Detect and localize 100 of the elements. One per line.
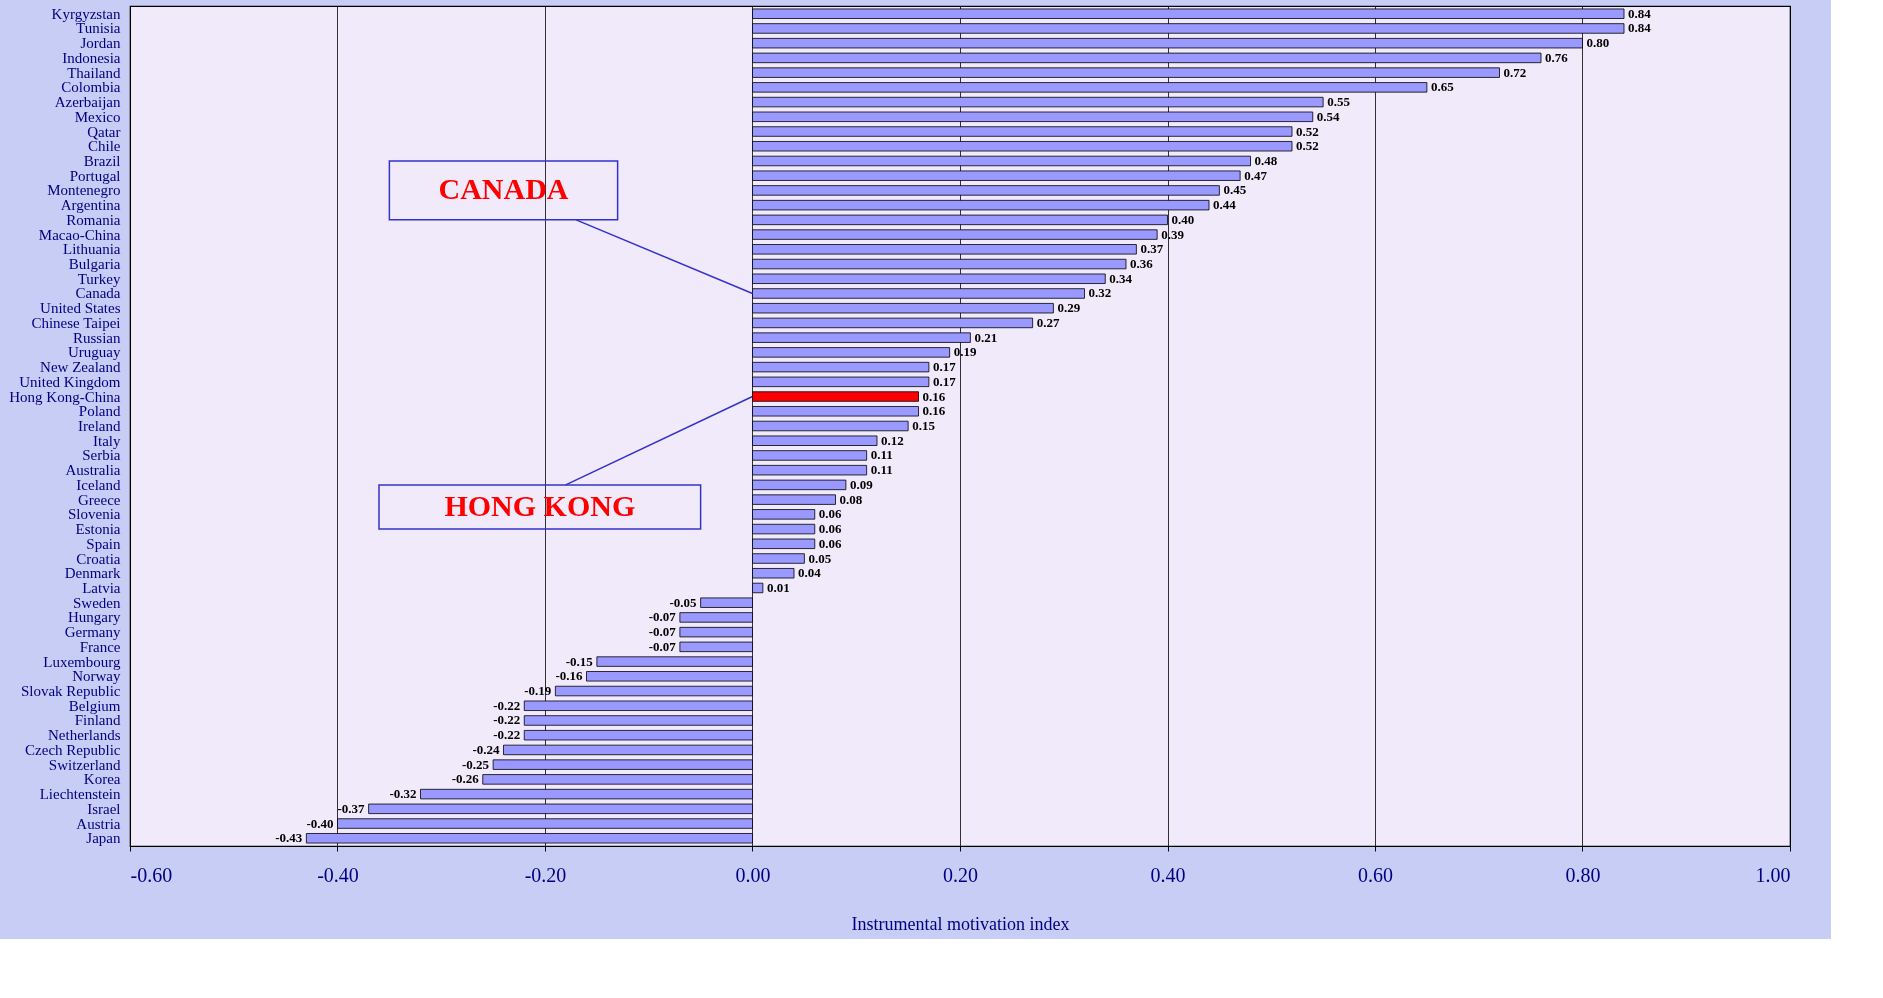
- y-tick-label: Iceland: [76, 476, 121, 493]
- x-tick-label: -0.20: [524, 863, 567, 886]
- data-label: 0.44: [1213, 197, 1237, 213]
- data-label: 0.09: [849, 476, 874, 492]
- y-tick-label: Ireland: [78, 418, 121, 434]
- data-label: -0.43: [275, 830, 303, 846]
- data-label: -0.07: [648, 624, 677, 640]
- y-tick-label: Serbia: [82, 447, 121, 464]
- y-tick-label: Colombia: [61, 79, 121, 96]
- x-tick-label: -0.40: [317, 863, 359, 886]
- y-tick-label: Jordan: [80, 35, 121, 52]
- data-label: -0.22: [493, 712, 521, 728]
- data-label: 0.21: [974, 329, 998, 345]
- data-label: 0.01: [766, 579, 790, 595]
- data-label: 0.54: [1316, 108, 1340, 124]
- y-tick-label: Thailand: [67, 64, 121, 81]
- y-tick-label: Italy: [93, 432, 121, 449]
- y-tick-label: Austria: [76, 815, 121, 832]
- data-label: -0.26: [451, 771, 480, 787]
- y-tick-label: Latvia: [82, 579, 121, 596]
- data-label: 0.17: [932, 359, 957, 375]
- y-tick-label: United Kingdom: [19, 373, 121, 390]
- y-tick-label: Argentina: [60, 197, 121, 214]
- data-label: 0.12: [881, 432, 904, 448]
- data-label: 0.11: [870, 447, 893, 463]
- data-label: -0.05: [669, 594, 698, 610]
- data-label: 0.72: [1503, 64, 1527, 80]
- y-tick-label: Luxembourg: [43, 653, 121, 670]
- data-label: 0.32: [1088, 285, 1112, 301]
- y-tick-label: Greece: [78, 491, 121, 508]
- data-label: 0.40: [1171, 211, 1195, 227]
- data-label: -0.22: [493, 727, 521, 743]
- y-tick-label: Portugal: [69, 167, 121, 184]
- x-tick-label: -0.60: [130, 863, 173, 886]
- y-tick-label: Liechtenstein: [39, 786, 121, 803]
- y-tick-label: Macao-China: [38, 226, 121, 243]
- y-tick-label: Qatar: [87, 123, 121, 140]
- data-label: 0.52: [1296, 123, 1319, 139]
- data-label: 0.06: [818, 521, 842, 537]
- y-tick-label: United States: [40, 300, 121, 317]
- data-label: 0.06: [818, 535, 842, 551]
- y-tick-label: Kyrgyzstan: [51, 5, 121, 22]
- data-label: 0.11: [870, 462, 893, 478]
- y-tick-label: Sweden: [73, 594, 121, 611]
- data-label: 0.47: [1244, 167, 1268, 183]
- data-label: 0.05: [808, 550, 832, 566]
- y-tick-label: New Zealand: [40, 359, 121, 376]
- y-tick-label: Bulgaria: [68, 256, 121, 273]
- y-tick-label: Azerbaijan: [54, 94, 121, 111]
- x-tick-label: 0.20: [943, 863, 978, 886]
- x-tick-label: 0.40: [1150, 863, 1186, 886]
- y-tick-label: Chile: [88, 138, 121, 155]
- y-tick-label: Czech Republic: [25, 741, 121, 758]
- y-tick-label: Germany: [64, 624, 121, 641]
- data-label: 0.16: [922, 403, 946, 419]
- data-label: 0.16: [922, 388, 946, 404]
- data-label: 0.37: [1140, 241, 1164, 257]
- data-label: 0.34: [1109, 270, 1133, 286]
- y-tick-label: Slovak Republic: [20, 683, 121, 700]
- data-label: -0.07: [648, 638, 677, 654]
- data-label: -0.40: [306, 815, 334, 831]
- y-tick-label: Netherlands: [48, 727, 121, 744]
- data-label: 0.48: [1254, 152, 1278, 168]
- data-label: 0.36: [1130, 256, 1154, 272]
- data-label: 0.06: [818, 506, 842, 522]
- data-label: 0.52: [1296, 138, 1319, 154]
- data-label: -0.16: [555, 668, 583, 684]
- y-tick-label: Japan: [86, 830, 121, 847]
- y-tick-label: Indonesia: [62, 49, 121, 66]
- data-label: 0.84: [1628, 20, 1652, 36]
- y-tick-label: Australia: [65, 462, 121, 479]
- data-label: -0.15: [565, 653, 594, 669]
- data-label: -0.25: [462, 756, 490, 772]
- data-label: 0.80: [1586, 35, 1610, 51]
- data-label: -0.37: [337, 800, 366, 816]
- y-tick-label: Poland: [78, 403, 121, 420]
- x-tick-label: 0.60: [1358, 863, 1393, 886]
- y-tick-label: Estonia: [75, 521, 121, 538]
- data-label: -0.07: [648, 609, 677, 625]
- data-label: -0.22: [493, 697, 521, 713]
- y-tick-label: Slovenia: [68, 506, 121, 523]
- y-tick-label: Uruguay: [68, 344, 121, 361]
- data-label: 0.55: [1327, 94, 1351, 110]
- x-tick-label: 1.00: [1755, 863, 1791, 886]
- data-label: 0.76: [1545, 49, 1569, 65]
- y-tick-label: Hungary: [68, 609, 121, 626]
- data-label: 0.15: [912, 418, 936, 433]
- y-tick-label: Lithuania: [63, 241, 121, 258]
- y-tick-label: Korea: [83, 771, 121, 788]
- data-label: 0.04: [798, 565, 822, 581]
- data-label: 0.45: [1223, 182, 1247, 198]
- x-axis-title: Instrumental motivation index: [851, 913, 1070, 934]
- data-label: 0.17: [932, 373, 957, 389]
- data-label: -0.24: [472, 741, 500, 757]
- data-label: 0.27: [1036, 314, 1060, 330]
- data-label: -0.32: [389, 786, 417, 802]
- data-label: 0.65: [1430, 79, 1455, 95]
- y-tick-label: Israel: [87, 800, 121, 817]
- y-tick-label: Denmark: [64, 565, 121, 582]
- y-tick-label: Chinese Taipei: [31, 314, 121, 331]
